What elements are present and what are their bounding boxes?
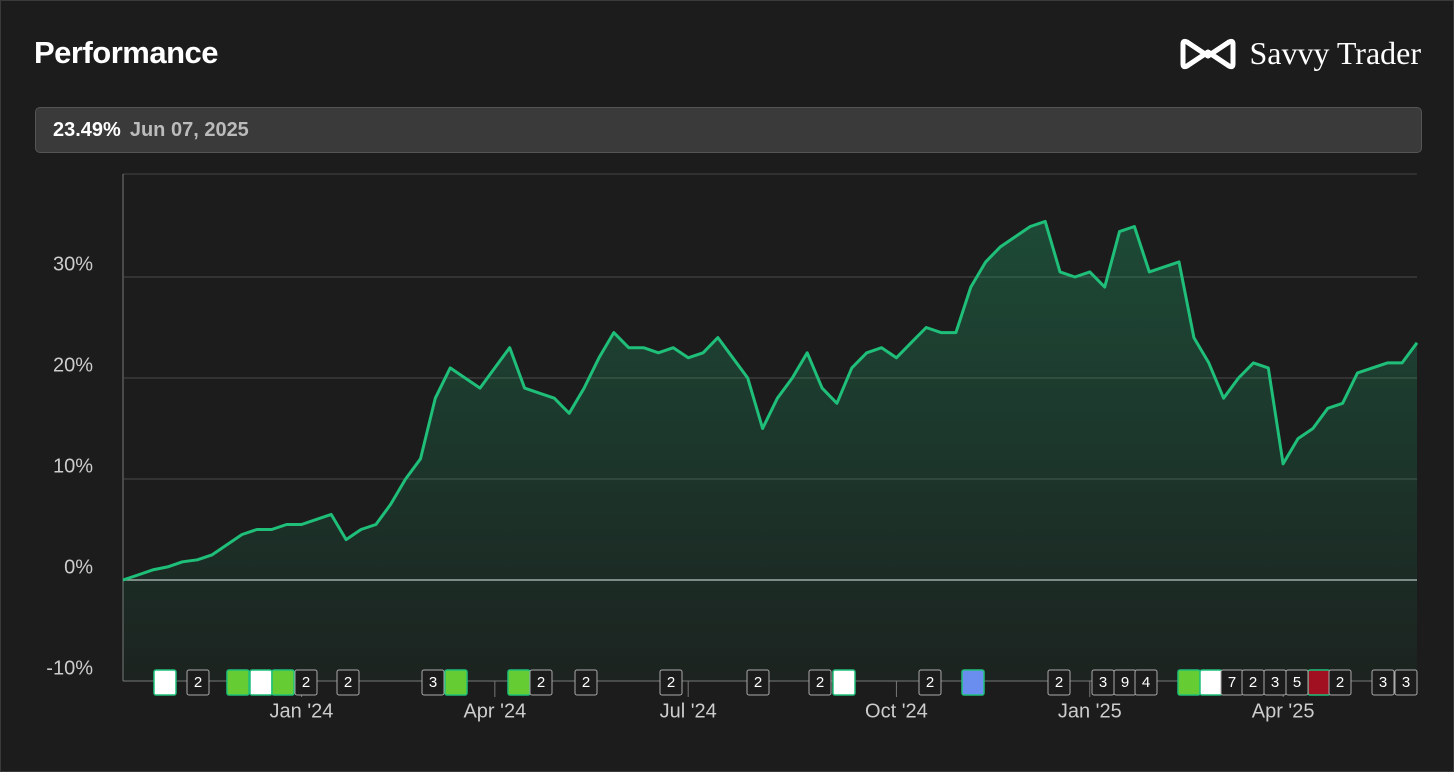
event-badge-label: 2 xyxy=(344,674,352,691)
event-icon xyxy=(1199,669,1223,696)
event-badge-label: 2 xyxy=(1055,674,1063,691)
y-tick-label: 10% xyxy=(53,455,93,477)
event-badge-label: 3 xyxy=(1099,674,1107,691)
y-tick-label: 0% xyxy=(64,556,93,578)
event-icon xyxy=(1177,669,1201,696)
event-badge-label: 2 xyxy=(194,674,202,691)
event-icon xyxy=(832,669,856,696)
event-badge: 2 xyxy=(659,669,683,696)
event-badge: 4 xyxy=(1134,669,1158,696)
brand-name: Savvy Trader xyxy=(1249,35,1421,71)
event-badge: 2 xyxy=(1328,669,1352,696)
event-badge-label: 2 xyxy=(667,674,675,691)
value-bar: 23.49% Jun 07, 2025 xyxy=(35,107,1422,153)
event-icon xyxy=(1307,669,1331,696)
event-badge-label: 3 xyxy=(429,674,437,691)
event-badge-label: 7 xyxy=(1228,674,1236,691)
y-tick-label: 20% xyxy=(53,354,93,376)
event-badge-box xyxy=(1047,669,1071,696)
line xyxy=(122,219,1419,582)
event-badge-label: 2 xyxy=(537,674,545,691)
event-badge: 2 xyxy=(186,669,210,696)
event-badge-label: 2 xyxy=(1336,674,1344,691)
event-badge-label: 5 xyxy=(1293,674,1301,691)
area xyxy=(123,221,1417,681)
event-badge: 3 xyxy=(1263,669,1287,696)
event-badge-label: 9 xyxy=(1121,674,1129,691)
event-badge-label: 2 xyxy=(754,674,762,691)
x-tick-label: Apr '25 xyxy=(1252,700,1315,722)
brand-logo xyxy=(1180,38,1236,69)
event-badge: 2 xyxy=(1241,669,1265,696)
event-badge: 2 xyxy=(574,669,598,696)
event-badge: 2 xyxy=(1047,669,1071,696)
brand: Savvy Trader xyxy=(1179,35,1421,72)
event-badge-label: 3 xyxy=(1402,674,1410,691)
event-icon xyxy=(153,669,177,696)
event-badge-label: 2 xyxy=(582,674,590,691)
y-tick-label: -10% xyxy=(46,657,93,679)
event-badge-box xyxy=(186,669,210,696)
event-badge: 2 xyxy=(336,669,360,696)
event-badge-box xyxy=(659,669,683,696)
event-badge: 2 xyxy=(918,669,942,696)
event-badge: 9 xyxy=(1113,669,1137,696)
x-tick-label: Apr '24 xyxy=(463,700,526,722)
event-badge-box xyxy=(808,669,832,696)
event-badge-box xyxy=(746,669,770,696)
event-badge-box xyxy=(1394,669,1418,696)
event-badge: 2 xyxy=(746,669,770,696)
event-badge-label: 3 xyxy=(1271,674,1279,691)
event-badge-box xyxy=(421,669,445,696)
x-tick-label: Oct '24 xyxy=(865,700,928,722)
event-icon xyxy=(444,669,468,696)
title: Performance xyxy=(34,35,219,70)
event-badge-box xyxy=(1285,669,1309,696)
x-tick-label: Jul '24 xyxy=(660,700,717,722)
event-badge: 3 xyxy=(1371,669,1395,696)
event-badge-label: 4 xyxy=(1142,674,1150,691)
event-badge: 3 xyxy=(1091,669,1115,696)
event-badge: 2 xyxy=(294,669,318,696)
x-tick-label: Jan '24 xyxy=(270,700,334,722)
event-badge-label: 3 xyxy=(1379,674,1387,691)
event-badge-label: 2 xyxy=(1249,674,1257,691)
event-badge: 2 xyxy=(529,669,553,696)
event-badge-box xyxy=(529,669,553,696)
event-badge: 7 xyxy=(1220,669,1244,696)
event-badge-box xyxy=(1328,669,1352,696)
event-badge-box xyxy=(918,669,942,696)
event-badge-label: 2 xyxy=(302,674,310,691)
current-value: 23.49% xyxy=(53,118,121,141)
event-badge-label: 2 xyxy=(816,674,824,691)
x-tick-label: Jan '25 xyxy=(1058,700,1122,722)
event-icon xyxy=(961,669,985,696)
current-date: Jun 07, 2025 xyxy=(129,118,249,141)
event-badge: 3 xyxy=(421,669,445,696)
y-tick-label: 30% xyxy=(53,253,93,275)
event-badge-label: 2 xyxy=(926,674,934,691)
event-badge-box xyxy=(574,669,598,696)
event-badge: 5 xyxy=(1285,669,1309,696)
event-badge: 3 xyxy=(1394,669,1418,696)
event-icon xyxy=(249,669,273,696)
event-icon xyxy=(507,669,531,696)
event-badge-box xyxy=(294,669,318,696)
event-badge-box xyxy=(1371,669,1395,696)
event-badge-box xyxy=(336,669,360,696)
event-badge: 2 xyxy=(808,669,832,696)
event-icon xyxy=(226,669,250,696)
event-icon xyxy=(271,669,295,696)
event-badge-box xyxy=(1134,669,1158,696)
